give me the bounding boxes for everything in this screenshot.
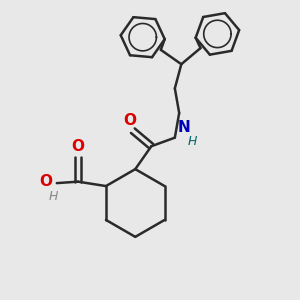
Text: H: H bbox=[187, 135, 196, 148]
Text: O: O bbox=[123, 113, 136, 128]
Text: H: H bbox=[49, 190, 58, 202]
Text: N: N bbox=[177, 120, 190, 135]
Text: O: O bbox=[39, 174, 52, 189]
Text: O: O bbox=[71, 139, 85, 154]
